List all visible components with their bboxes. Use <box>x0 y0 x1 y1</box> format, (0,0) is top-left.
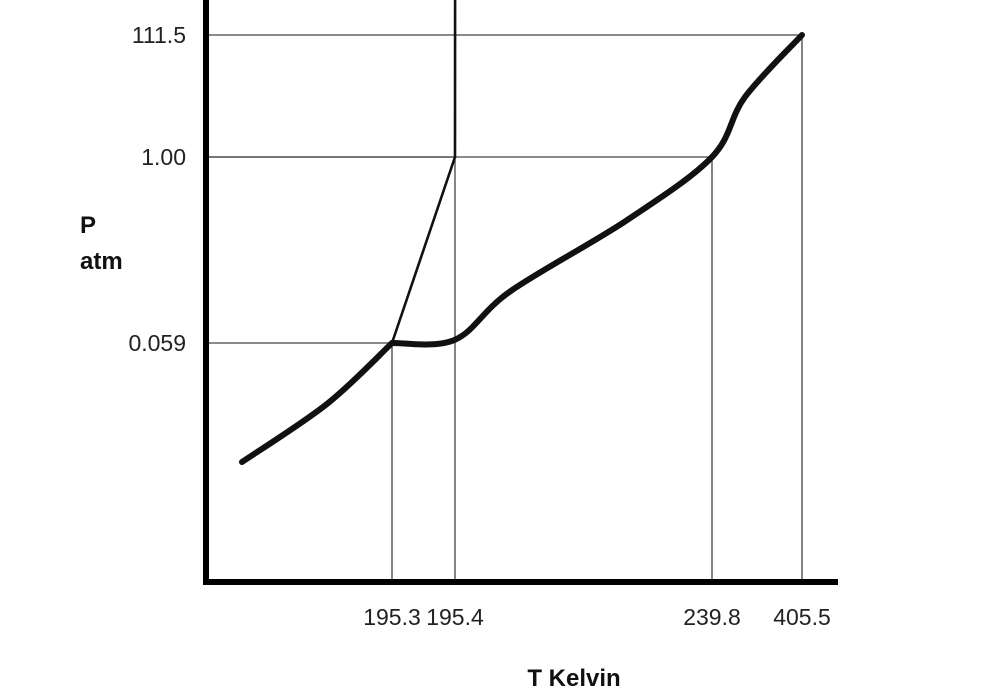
y-tick-label-2: 0.059 <box>128 330 186 356</box>
y-axis-title-line-0: P <box>80 212 96 239</box>
reference-lines <box>206 34 803 582</box>
curves <box>239 0 805 465</box>
x-tick-label-2: 239.8 <box>683 604 741 630</box>
data-point-upper-curve-4 <box>709 154 715 160</box>
data-point-upper-curve-5 <box>742 94 748 100</box>
x-tick-label-1: 195.4 <box>426 604 484 630</box>
data-point-upper-curve-6 <box>799 32 805 38</box>
x-tick-label-0: 195.3 <box>363 604 421 630</box>
y-tick-label-1: 1.00 <box>141 144 186 170</box>
axes <box>203 0 838 585</box>
curve-lower-curve <box>239 340 395 465</box>
y-tick-label-0: 111.5 <box>132 22 186 48</box>
x-axis-title: T Kelvin <box>527 665 620 692</box>
data-point-lower-curve-0 <box>239 459 245 465</box>
data-point-upper-curve-1 <box>452 337 458 343</box>
labels: 111.5 1.00 0.059 195.3 195.4 239.8 405.5 T Kelv… <box>80 22 831 692</box>
curve-steep-line <box>390 0 457 345</box>
y-axis-title-line-1: atm <box>80 248 123 275</box>
data-point-lower-curve-1 <box>324 401 330 407</box>
data-point-steep-line-1 <box>453 155 457 159</box>
data-point-upper-curve-2 <box>508 288 514 294</box>
curve-upper-curve <box>389 32 805 348</box>
data-point-steep-line-0 <box>390 341 394 345</box>
data-point-upper-curve-3 <box>623 218 629 224</box>
x-tick-label-3: 405.5 <box>773 604 831 630</box>
